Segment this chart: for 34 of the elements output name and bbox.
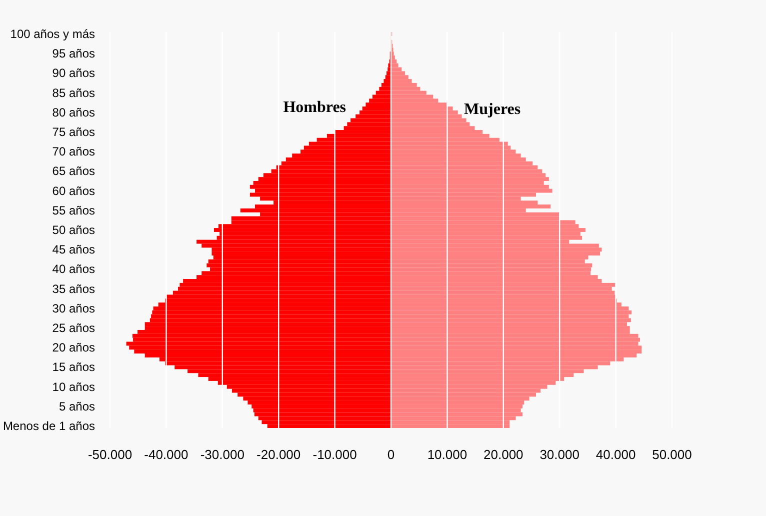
- x-tick-label: -40.000: [144, 447, 188, 462]
- x-tick-label: -20.000: [256, 447, 301, 462]
- y-tick-label: 85 años: [52, 86, 95, 100]
- y-tick-label: 70 años: [52, 144, 95, 159]
- y-tick-label: 40 años: [52, 262, 95, 276]
- y-tick-label: 55 años: [52, 203, 95, 218]
- y-tick-label: 20 años: [52, 340, 95, 355]
- y-tick-label: 90 años: [52, 66, 95, 80]
- y-tick-label: 45 años: [52, 242, 95, 257]
- series-label: Mujeres: [464, 101, 521, 118]
- x-tick-label: -10.000: [312, 447, 357, 462]
- y-tick-label: 75 años: [52, 124, 95, 139]
- y-tick-label: 95 años: [52, 46, 95, 61]
- x-tick-label: 0: [387, 447, 395, 462]
- y-tick-label: 50 años: [52, 223, 95, 237]
- y-tick-label: 35 años: [52, 282, 95, 296]
- y-tick-label: 25 años: [52, 321, 95, 336]
- x-tick-label: 50.000: [652, 447, 692, 462]
- x-tick-label: -30.000: [200, 447, 244, 462]
- x-tick-label: 40.000: [596, 447, 636, 462]
- x-tick-label: 20.000: [484, 447, 524, 462]
- y-tick-label: 15 años: [52, 360, 95, 374]
- x-tick-label: 10.000: [427, 447, 468, 462]
- y-tick-label: 100 años y más: [10, 26, 95, 41]
- series-label: Hombres: [283, 99, 346, 116]
- y-tick-label: Menos de 1 años: [2, 419, 95, 434]
- y-tick-label: 5 años: [58, 399, 95, 414]
- y-tick-label: 10 años: [52, 380, 95, 394]
- x-tick-label: -50.000: [88, 447, 132, 462]
- y-tick-label: 60 años: [52, 184, 95, 198]
- y-tick-label: 30 años: [52, 301, 95, 316]
- y-tick-label: 65 años: [52, 164, 95, 178]
- y-tick-label: 80 años: [52, 105, 95, 120]
- x-tick-label: 30.000: [540, 447, 580, 462]
